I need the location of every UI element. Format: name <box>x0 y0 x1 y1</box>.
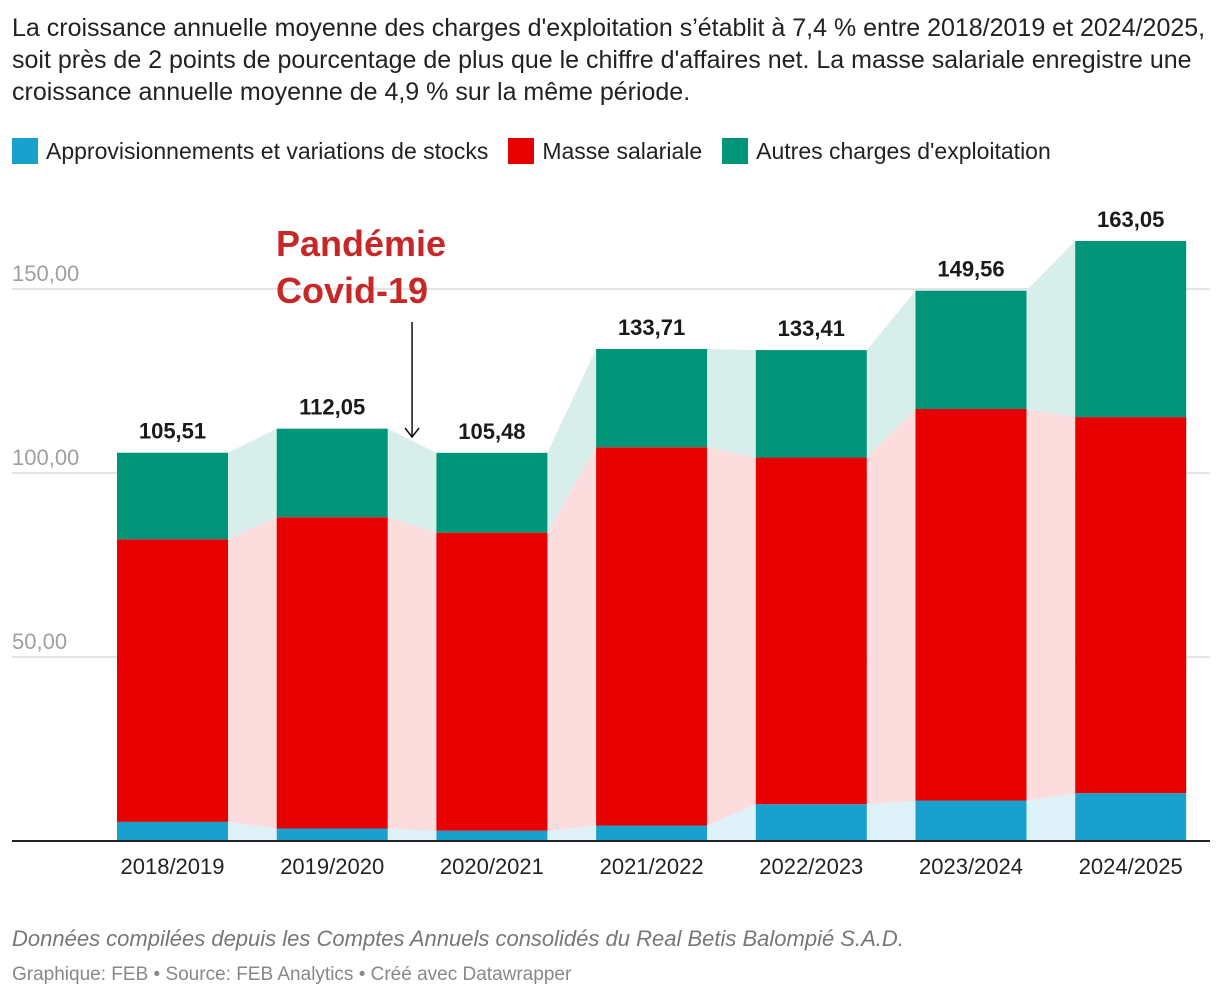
connector-band <box>866 408 916 805</box>
bar-segment <box>1075 793 1187 841</box>
chart-subtitle: La croissance annuelle moyenne des charg… <box>12 14 1206 106</box>
bar-segment <box>276 517 388 829</box>
bar-segment <box>915 408 1027 801</box>
bar-segment <box>117 452 228 540</box>
total-label: 163,05 <box>1097 207 1164 232</box>
connector-band <box>1026 408 1076 801</box>
bar-segment <box>915 290 1027 409</box>
connector-band <box>707 804 756 841</box>
annotation-line1: Pandémie <box>276 223 446 264</box>
legend-swatch <box>508 138 535 164</box>
legend-label: Masse salariale <box>542 137 703 164</box>
total-label: 133,41 <box>778 316 845 341</box>
bar-segment <box>276 428 388 518</box>
legend-label: Autres charges d'exploitation <box>756 137 1051 164</box>
x-tick-label: 2020/2021 <box>440 854 544 879</box>
connector-band <box>387 428 437 533</box>
connector-band <box>228 428 277 540</box>
chart-credit: Graphique: FEB • Source: FEB Analytics •… <box>12 964 572 985</box>
x-tick-label: 2023/2024 <box>919 854 1023 879</box>
x-tick-label: 2024/2025 <box>1079 854 1183 879</box>
y-tick-label: 150,00 <box>12 261 79 286</box>
legend-item-autres-charges: Autres charges d'exploitation <box>722 138 1051 165</box>
bar-segment <box>117 539 228 822</box>
total-label: 112,05 <box>299 395 365 420</box>
bar-segment <box>596 348 708 448</box>
connector-band <box>547 447 597 831</box>
y-tick-label: 100,00 <box>12 445 79 470</box>
total-label: 105,51 <box>139 419 206 444</box>
bar-segment <box>1075 417 1187 794</box>
connector-band <box>707 348 756 458</box>
chart-notes: Données compilées depuis les Comptes Ann… <box>12 926 904 951</box>
connector-band <box>547 348 597 533</box>
bar-segment <box>436 532 548 831</box>
y-tick-label: 50,00 <box>12 629 67 654</box>
legend: Approvisionnements et variations de stoc… <box>12 134 1071 168</box>
bar-segment <box>596 825 708 841</box>
annotation-arrow-head <box>404 427 420 439</box>
connector-band <box>547 825 597 841</box>
bar-segment <box>117 821 228 841</box>
connector-band <box>387 828 437 841</box>
x-tick-label: 2019/2020 <box>280 854 384 879</box>
bar-segment <box>596 447 708 826</box>
bar-segment <box>755 350 867 458</box>
legend-item-approvisionnements: Approvisionnements et variations de stoc… <box>12 138 488 165</box>
bar-segment <box>755 457 867 805</box>
bar-segment <box>1075 241 1187 418</box>
connector-band <box>707 447 756 826</box>
bar-segment <box>755 804 867 841</box>
annotation-line2: Covid-19 <box>276 270 428 311</box>
legend-label: Approvisionnements et variations de stoc… <box>46 137 489 164</box>
connector-band <box>866 290 916 458</box>
total-label: 149,56 <box>937 257 1004 282</box>
bar-segment <box>915 800 1027 841</box>
stacked-bar-chart: 50,00 100,00 150,00 105,51 112,05 105,48 133,7… <box>12 207 1210 879</box>
connector-band <box>228 821 277 841</box>
legend-swatch <box>722 138 749 164</box>
bar-segment <box>436 452 548 533</box>
connector-band <box>1026 793 1076 841</box>
connector-band <box>866 800 916 841</box>
bar-segment <box>276 828 388 841</box>
legend-swatch <box>12 138 38 164</box>
bar-segment <box>436 830 548 841</box>
total-label: 105,48 <box>458 419 525 444</box>
x-tick-label: 2018/2019 <box>121 854 225 879</box>
connector-band <box>1026 241 1076 418</box>
x-tick-label: 2022/2023 <box>759 854 863 879</box>
connector-band <box>387 517 437 831</box>
total-label: 133,71 <box>618 315 685 340</box>
x-tick-label: 2021/2022 <box>600 854 704 879</box>
connector-band <box>228 517 277 829</box>
legend-item-masse-salariale: Masse salariale <box>508 138 702 165</box>
